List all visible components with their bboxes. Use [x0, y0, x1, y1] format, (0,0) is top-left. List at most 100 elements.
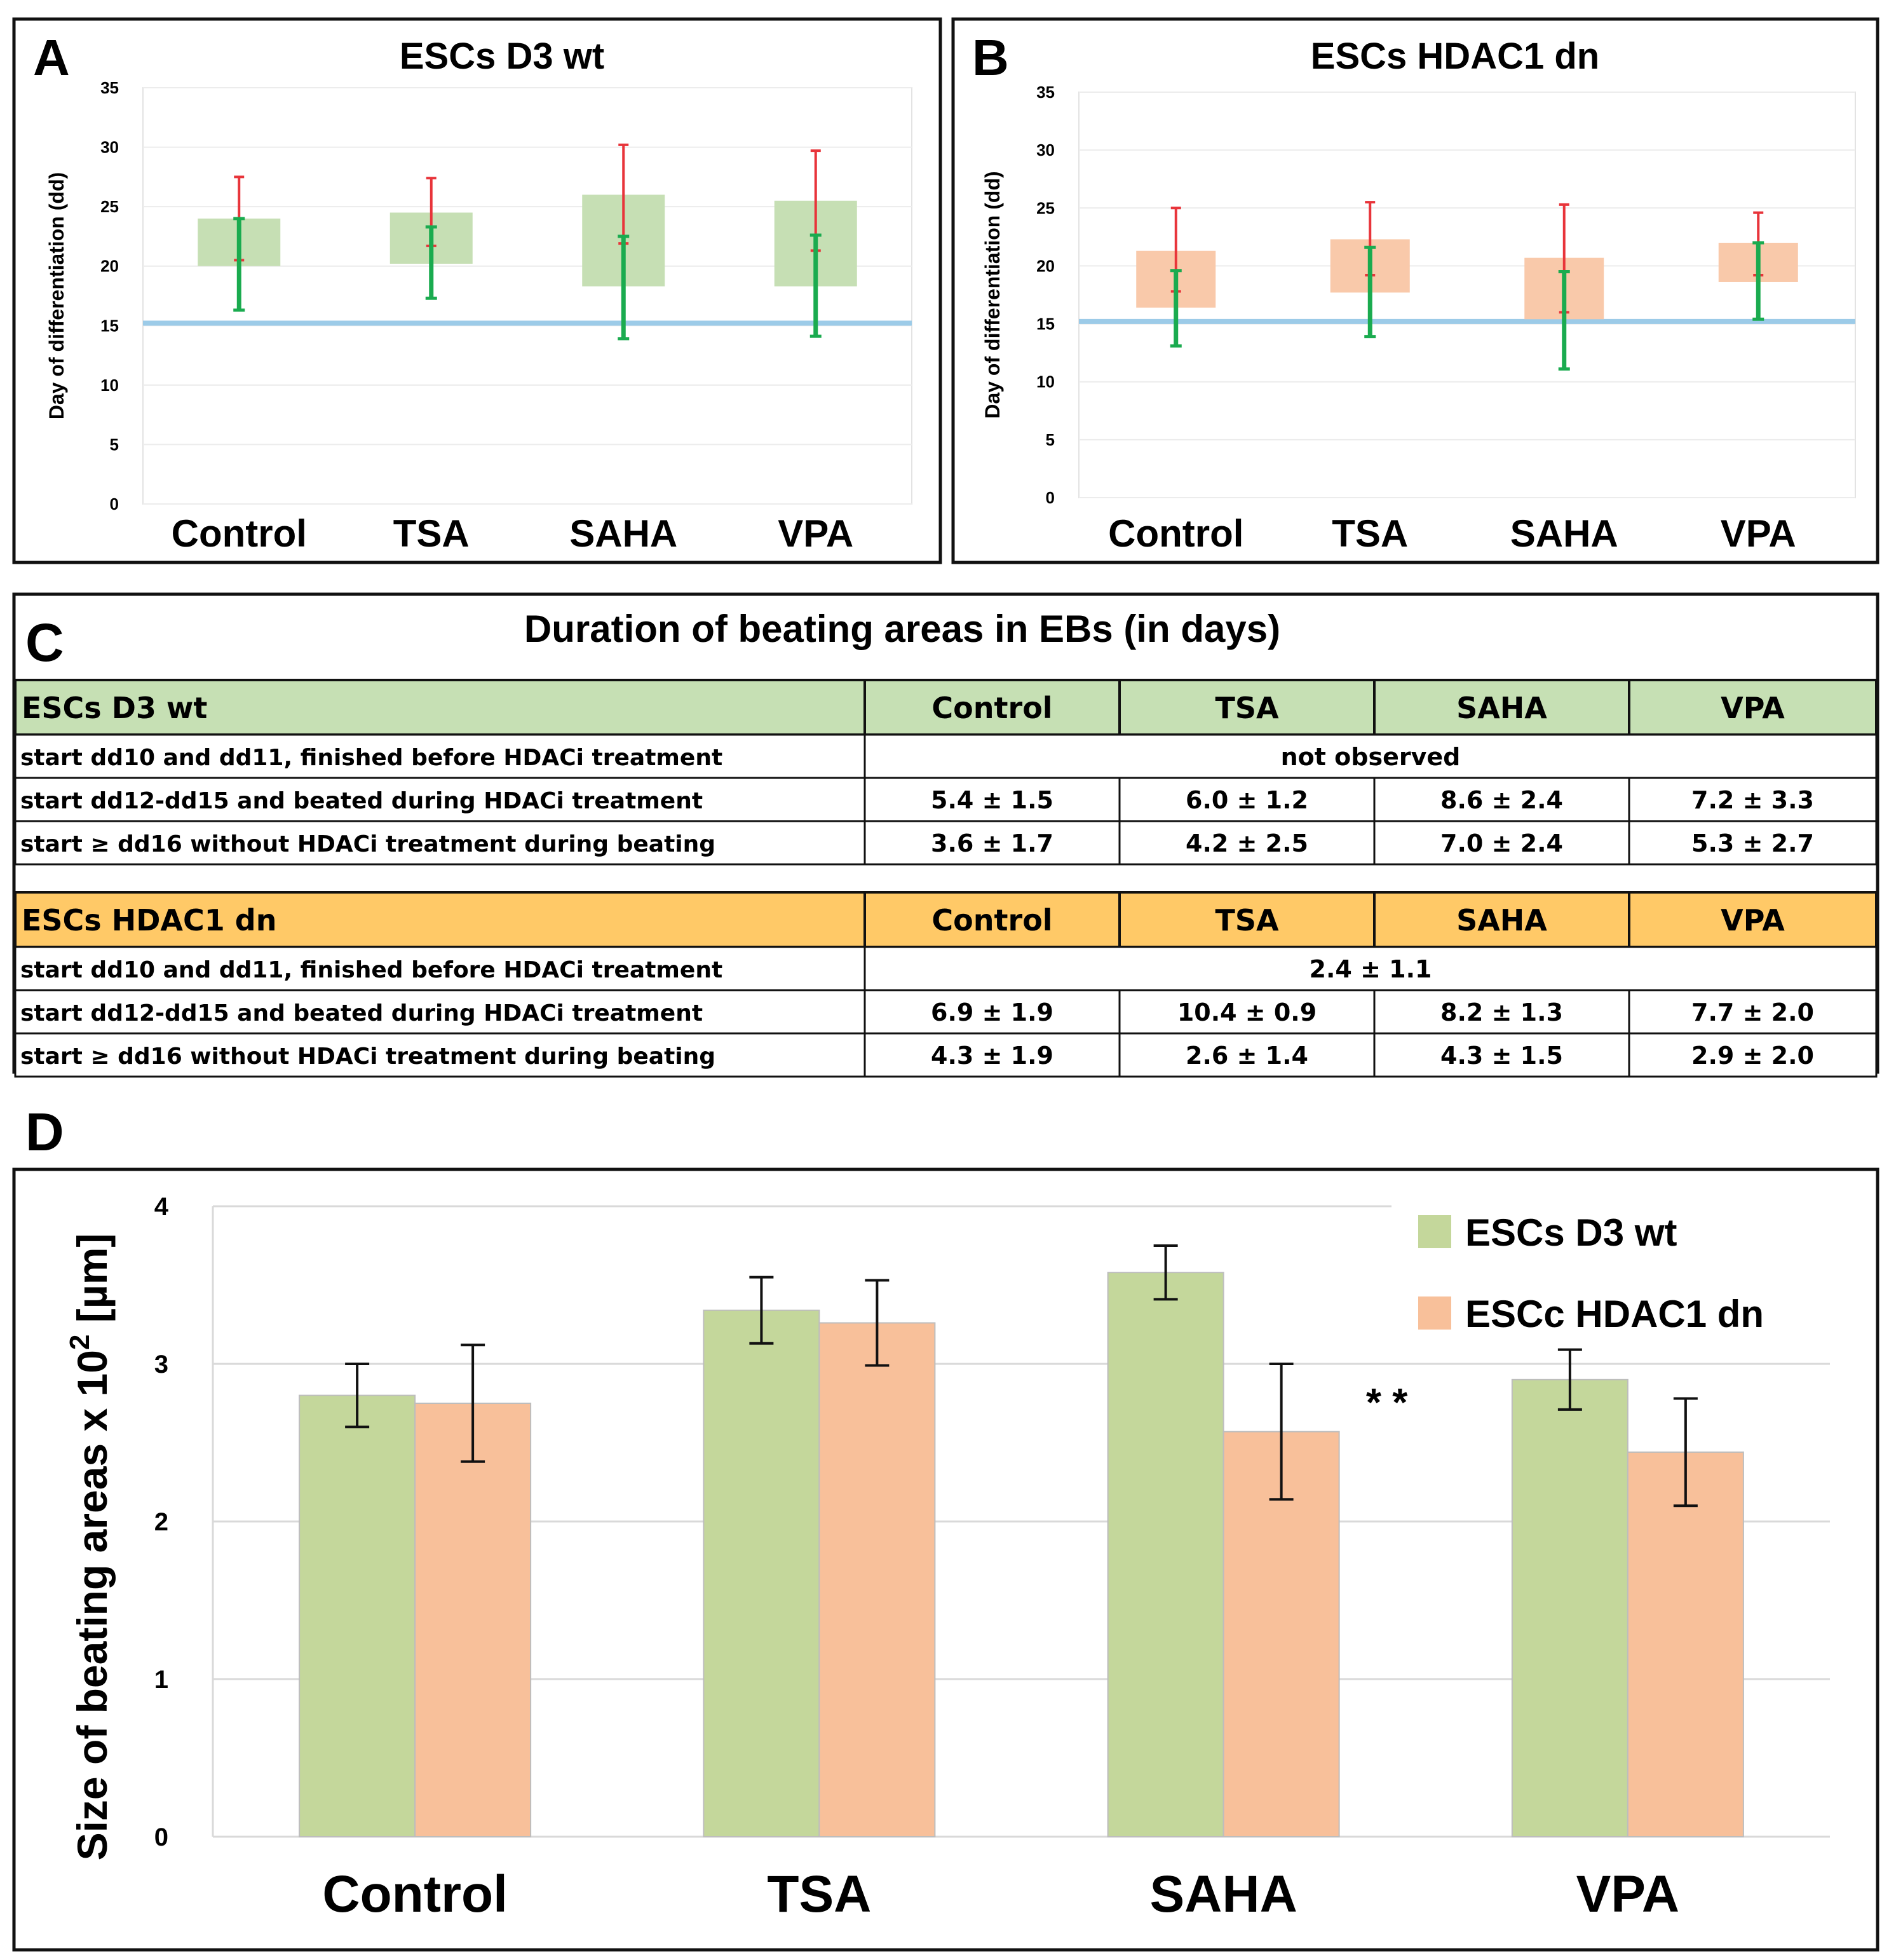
column-header: Control — [931, 691, 1052, 725]
table-cell: 10.4 ± 0.9 — [1177, 998, 1317, 1026]
table-cell: 7.7 ± 2.0 — [1691, 998, 1814, 1026]
row-label: start dd10 and dd11, finished before HDA… — [20, 745, 722, 771]
table-row — [14, 733, 1878, 779]
bar — [703, 1309, 820, 1837]
column-header: VPA — [1721, 691, 1785, 725]
table-cell: 3.6 ± 1.7 — [931, 829, 1053, 857]
panel-a-frame — [12, 17, 942, 564]
row-label: start ≥ dd16 without HDACi treatment dur… — [20, 1044, 715, 1070]
panel-a-letter: A — [33, 29, 70, 86]
table-cell: 4.2 ± 2.5 — [1186, 829, 1308, 857]
table-row — [14, 820, 1878, 866]
merged-cell: 2.4 ± 1.1 — [1310, 955, 1432, 983]
y-tick-label: 20 — [100, 257, 119, 276]
y-tick-label: 0 — [110, 494, 119, 514]
y-tick-label: 0 — [1046, 488, 1055, 507]
category-label: Control — [322, 1865, 507, 1923]
bar — [818, 1322, 936, 1837]
panel-d: D 0 1 2 3 4 Control TSA SAHA VPA * * ESCs D3 wt ESC… — [12, 1102, 1879, 1952]
panel-b-letter: B — [972, 29, 1009, 86]
table-cell: 8.2 ± 1.3 — [1440, 998, 1563, 1026]
column-header: Control — [931, 903, 1052, 937]
category-label: VPA — [1576, 1865, 1680, 1923]
y-tick-label: 25 — [100, 197, 119, 216]
table-cell: 6.0 ± 1.2 — [1186, 786, 1308, 814]
panel-a-title: ESCs D3 wt — [400, 36, 604, 77]
group-name: ESCs HDAC1 dn — [22, 903, 276, 937]
bar — [1107, 1272, 1224, 1838]
row-label: start dd12-dd15 and beated during HDACi … — [20, 788, 703, 814]
table-cell: 7.0 ± 2.4 — [1440, 829, 1563, 857]
category-label: VPA — [1721, 512, 1796, 555]
table-row — [14, 946, 1878, 991]
legend-swatch — [1418, 1296, 1451, 1330]
table-cell: 6.9 ± 1.9 — [931, 998, 1053, 1026]
table-cell: 2.6 ± 1.4 — [1186, 1042, 1308, 1070]
table-cell: 5.4 ± 1.5 — [931, 786, 1053, 814]
y-tick-label: 1 — [154, 1666, 168, 1694]
column-header: VPA — [1721, 903, 1785, 937]
panel-b-frame — [951, 17, 1879, 564]
column-header: TSA — [1215, 903, 1279, 937]
category-label: Control — [1108, 512, 1243, 555]
table-cell: 8.6 ± 2.4 — [1440, 786, 1563, 814]
category-label: SAHA — [569, 512, 677, 555]
group-header-row — [14, 679, 1878, 736]
y-tick-label: 15 — [1036, 315, 1055, 334]
bar — [1627, 1451, 1744, 1837]
panel-d-plot: 0 1 2 3 4 Control TSA SAHA VPA * * ESCs D3 wt ESCc … — [64, 1193, 1830, 1923]
table-cell: 2.9 ± 2.0 — [1691, 1042, 1814, 1070]
y-tick-label: 30 — [1036, 140, 1055, 160]
y-tick-label: 30 — [100, 138, 119, 157]
panel-c-letter: C — [25, 613, 64, 672]
panel-a-plot: 0 5 10 15 20 25 30 35 Control TSA SAHA VPA Day of di… — [45, 78, 912, 555]
bar — [1511, 1378, 1628, 1838]
panel-c: C Duration of beating areas in EBs (in d… — [12, 592, 1879, 1078]
merged-cell: not observed — [1281, 743, 1461, 771]
row-label: start ≥ dd16 without HDACi treatment dur… — [20, 831, 715, 857]
y-tick-label: 10 — [100, 376, 119, 395]
category-label: TSA — [393, 512, 470, 555]
panel-d-letter: D — [25, 1102, 64, 1162]
bar — [299, 1394, 416, 1838]
column-header: SAHA — [1456, 903, 1547, 937]
table-title: Duration of beating areas in EBs (in day… — [524, 608, 1280, 650]
category-label: VPA — [778, 512, 853, 555]
category-label: SAHA — [1149, 1865, 1297, 1923]
category-label: TSA — [767, 1865, 871, 1923]
y-tick-label: 20 — [1036, 256, 1055, 275]
y-tick-label: 10 — [1036, 372, 1055, 391]
column-header: SAHA — [1456, 691, 1547, 725]
y-tick-label: 5 — [110, 435, 119, 454]
legend-label: ESCc HDAC1 dn — [1465, 1293, 1764, 1335]
table-row — [14, 777, 1878, 822]
y-axis-label-exponent: 2 — [64, 1335, 95, 1350]
column-header: TSA — [1215, 691, 1279, 725]
category-label: Control — [172, 512, 307, 555]
table-cell: 4.3 ± 1.9 — [931, 1042, 1053, 1070]
category-label: SAHA — [1510, 512, 1618, 555]
y-axis-label-text: Size of beating areas x 10 — [69, 1350, 116, 1860]
y-tick-label: 35 — [100, 78, 119, 97]
y-tick-label: 25 — [1036, 198, 1055, 217]
category-label: TSA — [1332, 512, 1408, 555]
y-tick-label: 4 — [154, 1193, 169, 1221]
panel-b: B ESCs HDAC1 dn 0 5 10 15 20 25 30 35 Control TSA… — [951, 17, 1879, 564]
y-tick-label: 0 — [154, 1823, 168, 1851]
panel-a: A ESCs D3 wt 0 5 10 15 20 25 30 35 Control TSA SAH… — [12, 17, 942, 564]
y-axis-label: Size of beating areas x 102 [µm] — [64, 1234, 116, 1861]
panel-b-plot: 0 5 10 15 20 25 30 35 Control TSA SAHA VPA Day of di… — [981, 83, 1856, 555]
group-name: ESCs D3 wt — [22, 691, 207, 725]
panel-b-title: ESCs HDAC1 dn — [1311, 36, 1599, 77]
table-cell: 7.2 ± 3.3 — [1691, 786, 1814, 814]
row-label: start dd10 and dd11, finished before HDA… — [20, 957, 722, 983]
table-row — [14, 1032, 1878, 1078]
legend-label: ESCs D3 wt — [1465, 1211, 1677, 1254]
row-label: start dd12-dd15 and beated during HDACi … — [20, 1000, 703, 1026]
beating-duration-table: ESCs D3 wt Control TSA SAHA VPA start dd10 an… — [14, 679, 1878, 1078]
group-header-row — [14, 891, 1878, 948]
y-tick-label: 15 — [100, 316, 119, 335]
y-tick-label: 5 — [1046, 430, 1055, 449]
y-axis-label: Day of differentiation (dd) — [981, 171, 1004, 418]
